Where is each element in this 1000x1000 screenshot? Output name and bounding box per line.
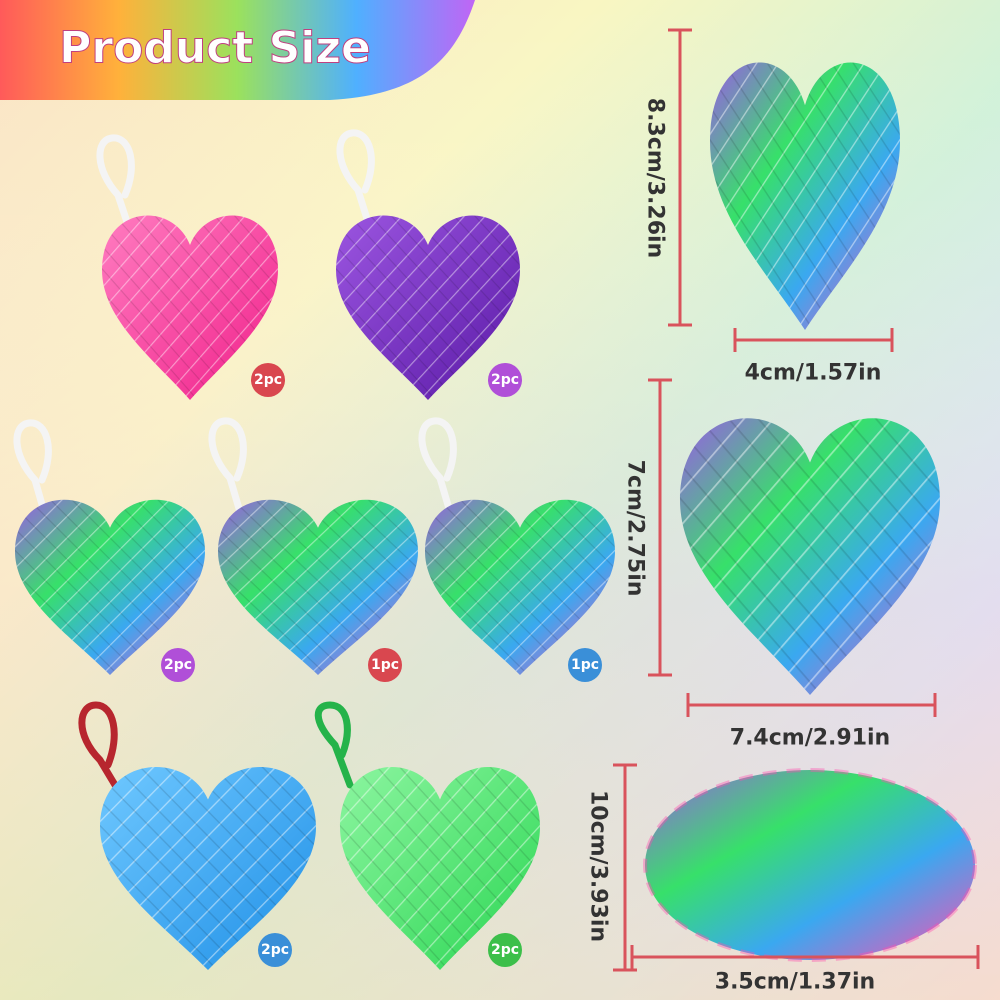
hook — [78, 701, 122, 794]
top-view: 10cm/3.93in 3.5cm/1.37in — [586, 763, 980, 995]
badge-label: 2pc — [491, 372, 519, 388]
height-line — [668, 28, 692, 327]
keychain-blue — [78, 701, 316, 970]
badge-label: 2pc — [164, 657, 192, 673]
badge-circle — [258, 933, 292, 967]
side-view: 8.3cm/3.26in 4cm/1.57in — [643, 28, 900, 386]
badge: 1pc — [368, 648, 402, 682]
badge: 2pc — [488, 933, 522, 967]
hook — [418, 417, 457, 516]
keychain-green — [314, 701, 540, 970]
title: Product Size — [59, 23, 371, 74]
badge-label: 1pc — [371, 657, 399, 673]
heart — [645, 770, 975, 960]
keychain-rainbow-3 — [418, 417, 615, 675]
badge-circle — [251, 363, 285, 397]
badge-circle — [368, 648, 402, 682]
badge: 2pc — [488, 363, 522, 397]
height-line — [648, 378, 672, 677]
width-line — [686, 693, 937, 717]
hook — [336, 129, 375, 226]
badge-circle — [161, 648, 195, 682]
badge-circle — [488, 933, 522, 967]
width-line — [733, 328, 894, 352]
heart-texture — [643, 768, 977, 962]
badge-label: 1pc — [571, 657, 599, 673]
hook — [208, 417, 247, 516]
badge: 2pc — [258, 933, 292, 967]
width-label: 7.4cm/2.91in — [730, 726, 890, 751]
title-banner — [0, 0, 475, 100]
badge-circle — [488, 363, 522, 397]
badge: 2pc — [161, 648, 195, 682]
hook — [96, 134, 135, 229]
badge: 2pc — [251, 363, 285, 397]
badge: 1pc — [568, 648, 602, 682]
front-view: 7cm/2.75in 7.4cm/2.91in — [623, 378, 940, 751]
badge-circle — [568, 648, 602, 682]
badge-label: 2pc — [254, 372, 282, 388]
height-line — [613, 763, 637, 972]
hook — [314, 701, 354, 789]
badge-label: 2pc — [491, 942, 519, 958]
keychain-rainbow-1 — [13, 419, 205, 675]
width-label: 3.5cm/1.37in — [715, 970, 875, 995]
height-label: 7cm/2.75in — [623, 460, 648, 597]
keychain-pink — [96, 134, 278, 400]
keychain-rainbow-2 — [208, 417, 418, 675]
width-label: 4cm/1.57in — [745, 361, 882, 386]
height-label: 8.3cm/3.26in — [643, 98, 668, 258]
height-label: 10cm/3.93in — [586, 790, 611, 942]
hook — [13, 419, 52, 519]
width-line — [630, 945, 980, 969]
badge-label: 2pc — [261, 942, 289, 958]
keychain-purple — [336, 129, 520, 400]
